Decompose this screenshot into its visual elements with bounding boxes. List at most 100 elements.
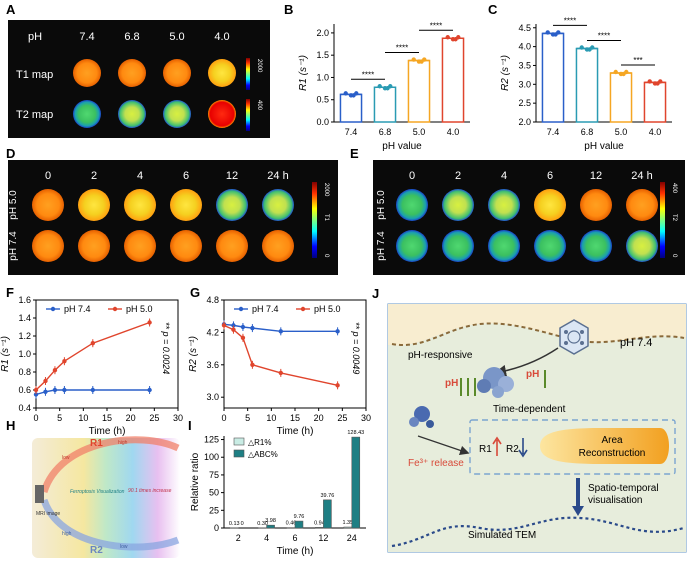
y-tick-label: 1.0 — [18, 349, 31, 359]
y-tick-label: 0 — [214, 523, 219, 533]
data-label: 0.46 — [286, 521, 297, 527]
bar — [323, 499, 332, 529]
bar — [351, 436, 361, 529]
x-tick-label: 12 — [318, 533, 328, 543]
data-point — [240, 324, 246, 330]
legend-label: pH 7.4 — [64, 304, 91, 314]
area-label-line2: Reconstruction — [579, 448, 646, 459]
x-tick-label: 25 — [337, 413, 347, 423]
e-colorbar-max: 400 — [671, 183, 677, 194]
x-axis-label: Time (h) — [277, 426, 314, 437]
x-tick-label: 10 — [78, 413, 88, 423]
x-tick-label: 4.0 — [447, 127, 460, 137]
data-point — [278, 329, 283, 334]
time-label: 0 — [409, 170, 415, 182]
x-axis-label: pH value — [584, 141, 624, 152]
time-label: 4 — [137, 170, 143, 182]
legend-label: △R1% — [248, 438, 272, 447]
mri-sample-dot — [262, 189, 294, 221]
ph-header-value: 6.8 — [124, 31, 139, 43]
lower-region — [388, 323, 686, 552]
ph-header-value: 5.0 — [169, 31, 184, 43]
mri-sample-dot — [118, 59, 146, 87]
spatio-temporal-label-2: visualisation — [588, 495, 642, 506]
t1-colorbar-max: 2000 — [256, 59, 262, 73]
bar — [609, 72, 633, 123]
data-point — [445, 35, 450, 40]
mri-image-label: MRI image — [36, 511, 60, 517]
panel-letter-h: H — [6, 418, 15, 433]
y-tick-label: 0.0 — [316, 117, 329, 127]
y-tick-label: 4.8 — [206, 295, 219, 305]
chart-r2-vs-time: 3.0 3.6 4.2 4.8 0 5 10 15 20 25 30 pH 7.4 pH 5.0 Time… — [188, 295, 371, 437]
data-label: 0.94 — [314, 520, 325, 526]
mri-sample-dot — [626, 189, 658, 221]
mri-sample-dot — [163, 100, 191, 128]
y-tick-label: 2.0 — [518, 117, 531, 127]
y-tick-label: 2.0 — [316, 28, 329, 38]
data-label: 128.43 — [347, 430, 364, 436]
mri-sample-dot — [626, 230, 658, 262]
time-label: 2 — [455, 170, 461, 182]
data-point — [335, 329, 340, 334]
mri-sample-dot — [73, 100, 101, 128]
y-tick-label: 4.2 — [206, 327, 219, 337]
mri-sample-dot — [124, 230, 156, 262]
mri-sample-dot — [78, 189, 110, 221]
x-tick-label: 15 — [102, 413, 112, 423]
transport-arrow — [494, 347, 559, 377]
ph-header-label: pH — [28, 31, 42, 43]
x-tick-label: 30 — [173, 413, 183, 423]
r2-down-arrow — [518, 438, 528, 458]
data-point — [655, 81, 660, 86]
data-point — [545, 30, 550, 35]
mechanism-schematic: pH 7.4 pH-responsive pH pH Time-dependen… — [387, 303, 687, 553]
mri-sample-dot — [73, 59, 101, 87]
d-colorbar-symbol: T1 — [323, 214, 329, 222]
area-label-line1: Area — [601, 435, 623, 446]
time-label: 24 h — [631, 170, 652, 182]
bar — [643, 81, 667, 123]
r1-indicator-label: R1 — [479, 444, 492, 455]
chart-r1-vs-time: 0.4 0.6 0.8 1.0 1.2 1.4 1.6 0 5 10 15 20 25 30 pH 7.4 p… — [0, 295, 183, 437]
row-label: pH 7.4 — [376, 231, 387, 261]
mri-sample-dot — [170, 189, 202, 221]
bar — [407, 59, 431, 123]
bar — [294, 520, 304, 529]
mri-sample-dot — [32, 230, 64, 262]
plot-frame — [223, 299, 367, 409]
row-label: pH 7.4 — [8, 231, 19, 261]
y-axis-label: R2 (s⁻¹) — [188, 336, 199, 372]
label-low-top: low — [62, 455, 70, 461]
mri-sample-dot — [208, 100, 236, 128]
bar — [315, 527, 324, 529]
boundary-dashed — [391, 322, 685, 347]
x-tick-label: 20 — [314, 413, 324, 423]
significance-label: *** — [633, 56, 642, 65]
data-point — [52, 368, 58, 373]
fe-release-label: Fe³⁺ release — [408, 458, 464, 469]
time-label: 2 — [91, 170, 97, 182]
area-reconstruction-shape — [540, 428, 669, 464]
data-label: 0 — [241, 521, 244, 527]
legend-label: pH 7.4 — [252, 304, 279, 314]
ferroptosis-label: Ferroptosis Visualization — [70, 489, 125, 495]
x-axis-label: pH value — [382, 141, 422, 152]
data-point — [419, 59, 424, 64]
x-tick-label: 2 — [236, 533, 241, 543]
bar — [339, 93, 363, 123]
panel-letter-c: C — [488, 2, 498, 17]
mri-sample-dot — [534, 189, 566, 221]
release-arrow — [417, 435, 470, 455]
aggregate-cluster-icon — [477, 367, 514, 398]
mri-sample-dot — [442, 230, 474, 262]
significance-label: **** — [362, 70, 374, 79]
y-tick-label: 1.6 — [18, 295, 31, 305]
x-tick-label: 5 — [57, 413, 62, 423]
bar — [541, 32, 565, 123]
e-colorbar — [660, 182, 665, 258]
data-point — [335, 383, 340, 388]
x-tick-label: 25 — [149, 413, 159, 423]
x-tick-label: 7.4 — [345, 127, 358, 137]
